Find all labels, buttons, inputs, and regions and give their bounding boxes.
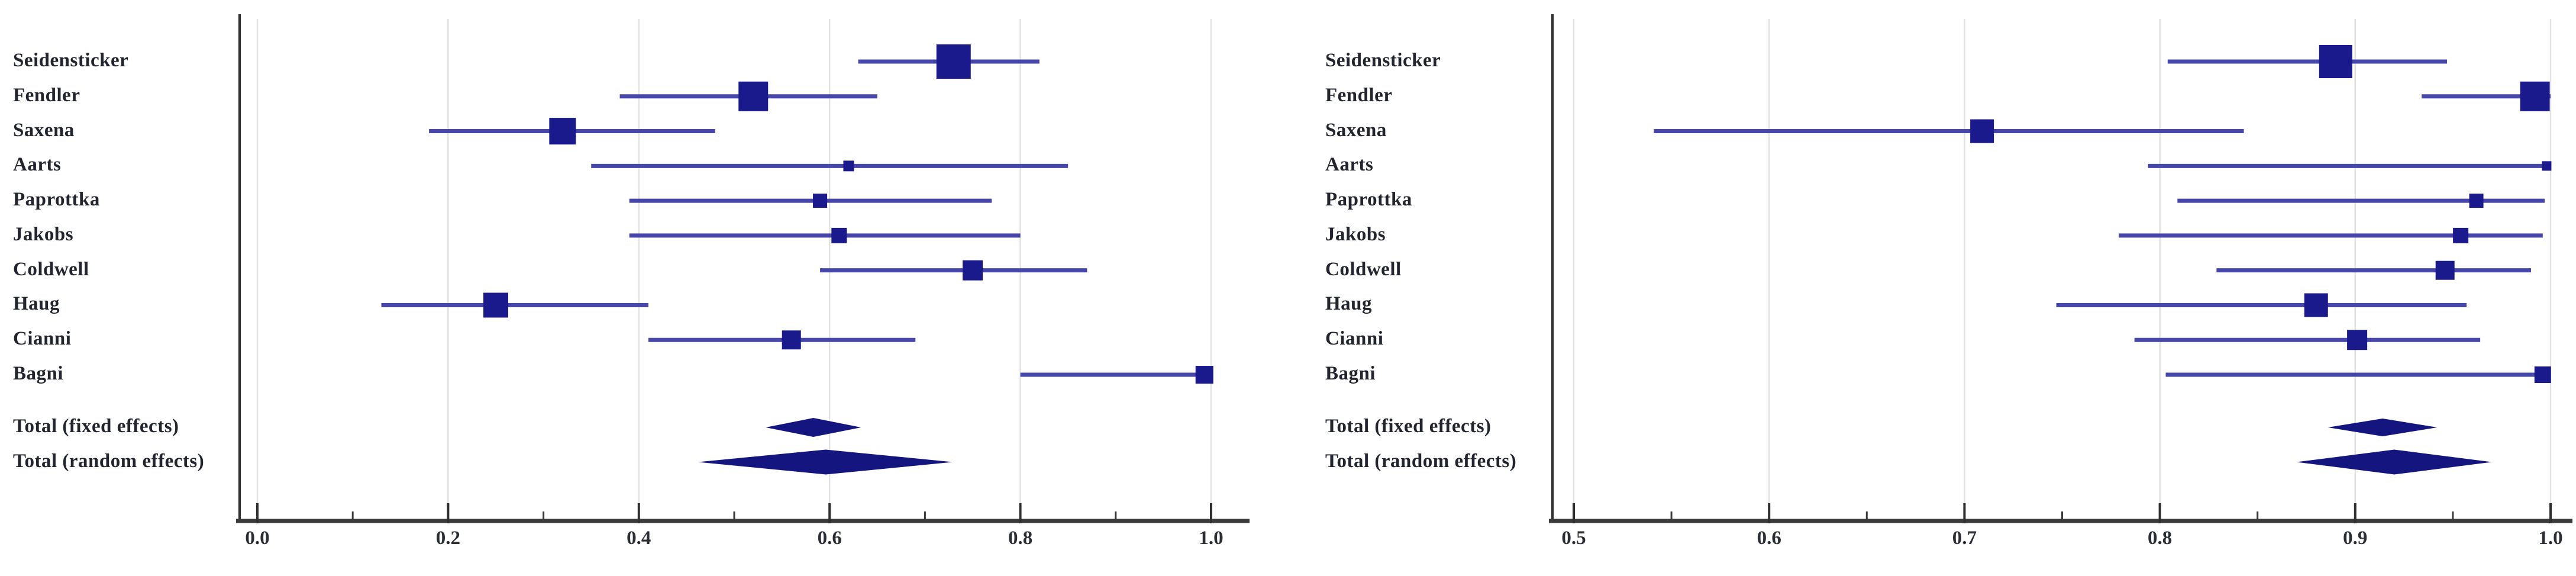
study-label: Paprottka bbox=[1325, 189, 1412, 211]
estimate-marker bbox=[2304, 293, 2328, 317]
estimate-marker bbox=[2534, 366, 2551, 384]
estimate-marker bbox=[813, 194, 828, 208]
estimate-marker bbox=[782, 330, 801, 350]
estimate-marker bbox=[2542, 161, 2552, 171]
estimate-marker bbox=[1970, 119, 1994, 143]
x-tick-label: 0.5 bbox=[1561, 527, 1586, 549]
study-label: Jakobs bbox=[1325, 223, 1386, 245]
x-tick-label: 0.4 bbox=[627, 527, 651, 549]
estimate-marker bbox=[2520, 81, 2550, 111]
study-label: Haug bbox=[1325, 293, 1373, 315]
study-label: Seidensticker bbox=[1325, 50, 1441, 72]
estimate-marker bbox=[1195, 366, 1213, 384]
estimate-marker bbox=[2347, 330, 2368, 350]
study-label: Seidensticker bbox=[13, 50, 129, 72]
study-label: Saxena bbox=[1325, 119, 1387, 141]
study-label: Jakobs bbox=[13, 223, 74, 245]
x-tick-label: 1.0 bbox=[2538, 527, 2563, 549]
study-label: Aarts bbox=[13, 154, 62, 176]
study-label: Cianni bbox=[13, 328, 72, 350]
study-label: Aarts bbox=[1325, 154, 1374, 176]
x-tick-label: 1.0 bbox=[1199, 527, 1224, 549]
estimate-marker bbox=[843, 160, 854, 172]
study-label: Fendler bbox=[1325, 84, 1393, 106]
estimate-marker bbox=[2319, 45, 2352, 78]
estimate-marker bbox=[936, 44, 971, 79]
estimate-marker bbox=[483, 292, 508, 318]
x-tick-label: 0.9 bbox=[2343, 527, 2368, 549]
study-label: Fendler bbox=[13, 84, 80, 106]
study-label: Cianni bbox=[1325, 328, 1384, 350]
x-tick-label: 0.8 bbox=[2147, 527, 2173, 549]
estimate-marker bbox=[738, 81, 769, 111]
total-row-label: Total (fixed effects) bbox=[13, 416, 179, 437]
x-tick-label: 0.0 bbox=[245, 527, 270, 549]
study-label: Bagni bbox=[13, 363, 64, 385]
estimate-marker bbox=[2453, 227, 2469, 243]
x-tick-label: 0.7 bbox=[1952, 527, 1977, 549]
x-tick-label: 0.6 bbox=[817, 527, 842, 549]
x-tick-label: 0.2 bbox=[435, 527, 461, 549]
study-label: Coldwell bbox=[1325, 258, 1402, 280]
total-row-label: Total (fixed effects) bbox=[1325, 416, 1492, 437]
estimate-marker bbox=[831, 227, 847, 243]
study-label: Coldwell bbox=[13, 258, 89, 280]
pooled-diamond bbox=[698, 449, 953, 475]
study-label: Haug bbox=[13, 293, 60, 315]
total-row-label: Total (random effects) bbox=[1325, 450, 1517, 472]
estimate-marker bbox=[2435, 260, 2455, 280]
estimate-marker bbox=[963, 260, 983, 281]
x-tick-label: 0.6 bbox=[1757, 527, 1781, 549]
study-label: Saxena bbox=[13, 119, 75, 141]
study-label: Bagni bbox=[1325, 363, 1376, 385]
pooled-diamond bbox=[2296, 449, 2492, 475]
study-label: Paprottka bbox=[13, 189, 100, 211]
pooled-diamond bbox=[766, 418, 861, 437]
estimate-marker bbox=[2469, 194, 2484, 208]
estimate-marker bbox=[549, 118, 576, 145]
pooled-diamond bbox=[2328, 419, 2438, 436]
total-row-label: Total (random effects) bbox=[13, 450, 205, 472]
x-tick-label: 0.8 bbox=[1008, 527, 1033, 549]
